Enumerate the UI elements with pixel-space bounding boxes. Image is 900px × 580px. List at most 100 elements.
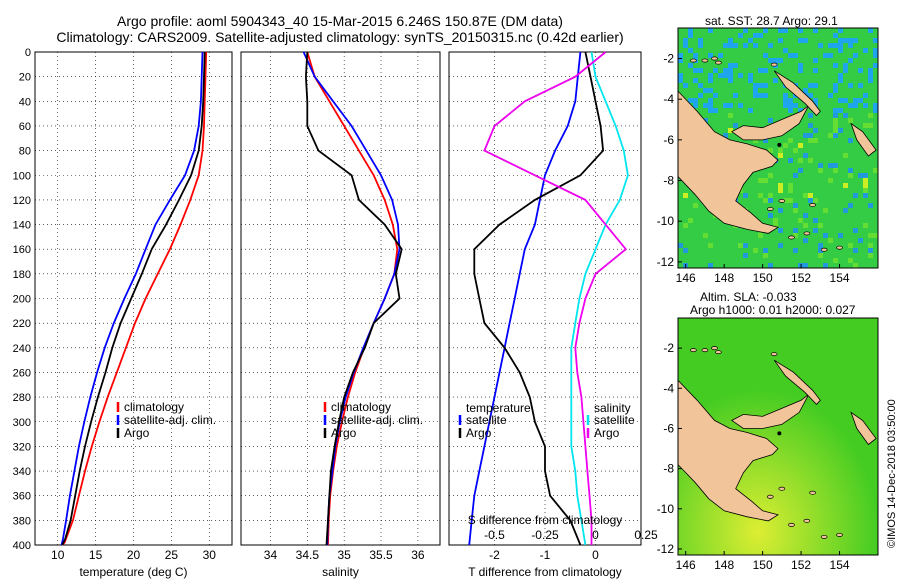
legend-label: satellite-adj. clim. xyxy=(124,413,216,427)
sst-cell xyxy=(763,93,768,98)
depth-tick-label: 360 xyxy=(13,491,31,503)
sst-map-title: sat. SST: 28.7 Argo: 29.1 xyxy=(705,14,838,28)
land-small-island xyxy=(690,58,697,63)
sst-cell xyxy=(793,208,798,213)
legend-label: Argo xyxy=(331,426,357,440)
series-line-satellite xyxy=(302,51,401,546)
sst-cell xyxy=(873,233,878,238)
sst-cell xyxy=(798,63,803,68)
sst-cell xyxy=(753,138,758,143)
sst-cell xyxy=(803,133,808,138)
sst-cell xyxy=(763,68,768,73)
land-small-island xyxy=(803,231,811,236)
sst-cell xyxy=(838,48,843,53)
sst-cell xyxy=(833,133,838,138)
sst-cell xyxy=(708,263,713,268)
sst-cell xyxy=(728,113,733,118)
map-lat-label: -10 xyxy=(657,502,675,516)
sst-cell xyxy=(793,228,798,233)
sst-cell xyxy=(848,103,853,108)
sst-cell xyxy=(703,118,708,123)
sst-cell xyxy=(768,263,773,268)
sst-cell xyxy=(788,158,793,163)
sst-cell xyxy=(858,173,863,178)
x-tick-label: 10 xyxy=(51,548,65,562)
sst-cell xyxy=(838,43,843,48)
sst-cell xyxy=(838,128,843,133)
sst-cell xyxy=(738,103,743,108)
sst-cell xyxy=(848,118,853,123)
figure-title-line-2: Climatology: CARS2009. Satellite-adjuste… xyxy=(56,29,624,45)
depth-tick-label: 320 xyxy=(13,441,31,453)
map-lon-label: 150 xyxy=(753,271,773,285)
land-new-guinea xyxy=(678,379,779,522)
depth-tick-label: 280 xyxy=(13,392,31,404)
sst-cell xyxy=(778,188,783,193)
sst-cell xyxy=(858,98,863,103)
sst-cell xyxy=(693,203,698,208)
imos-credit: ©IMOS 14-Dec-2018 03:50:00 xyxy=(886,399,898,548)
sst-cell xyxy=(848,38,853,43)
sst-cell xyxy=(848,83,853,88)
map-lat-label: -8 xyxy=(663,174,674,188)
sst-cell xyxy=(838,38,843,43)
sst-cell xyxy=(803,38,808,43)
sst-cell xyxy=(813,228,818,233)
sst-cell xyxy=(758,178,763,183)
x-tick-label: 30 xyxy=(203,548,217,562)
sst-cell xyxy=(728,38,733,43)
depth-tick-label: 260 xyxy=(13,367,31,379)
sst-cell xyxy=(848,138,853,143)
map-lat-label: -4 xyxy=(663,92,674,106)
map-lon-label: 154 xyxy=(830,558,850,572)
x-tick-label: 25 xyxy=(165,548,179,562)
sst-cell xyxy=(798,263,803,268)
sst-cell xyxy=(838,233,843,238)
sst-cell xyxy=(843,63,848,68)
sst-cell xyxy=(853,228,858,233)
sst-cell xyxy=(743,43,748,48)
map-lat-label: -4 xyxy=(663,381,674,395)
sst-cell xyxy=(753,88,758,93)
land-new-ireland xyxy=(773,359,821,405)
sst-cell xyxy=(853,98,858,103)
map-lon-label: 154 xyxy=(830,271,850,285)
map-lat-label: -2 xyxy=(663,52,674,66)
depth-tick-label: 380 xyxy=(13,515,31,527)
sst-cell xyxy=(728,128,733,133)
sst-cell xyxy=(678,58,683,63)
sst-cell xyxy=(788,103,793,108)
sst-cell xyxy=(793,248,798,253)
sst-cell xyxy=(848,203,853,208)
legend-label: Argo xyxy=(594,426,620,440)
sst-cell xyxy=(768,43,773,48)
map-lat-label: -10 xyxy=(657,214,675,228)
sst-cell xyxy=(678,243,683,248)
sst-cell xyxy=(808,138,813,143)
legend-title-salinity: salinity xyxy=(594,401,631,415)
sst-cell xyxy=(868,243,873,248)
sst-cell xyxy=(823,53,828,58)
sst-cell xyxy=(708,88,713,93)
land-new-guinea xyxy=(678,90,779,234)
sst-cell xyxy=(763,248,768,253)
sst-cell xyxy=(768,148,773,153)
sst-cell xyxy=(738,73,743,78)
sla-map-title-2: Argo h1000: 0.01 h2000: 0.027 xyxy=(690,303,856,317)
sst-cell xyxy=(863,173,868,178)
depth-tick-label: 60 xyxy=(19,121,31,133)
sst-cell xyxy=(728,78,733,83)
x-tick-label: 0 xyxy=(592,548,599,562)
sst-cell xyxy=(688,28,693,33)
sst-cell xyxy=(713,108,718,113)
sst-cell xyxy=(748,73,753,78)
sst-cell xyxy=(818,43,823,48)
sst-cell xyxy=(843,183,848,188)
land-small-island xyxy=(778,486,786,491)
sst-cell xyxy=(703,88,708,93)
land-small-island xyxy=(701,58,709,63)
sst-cell xyxy=(768,118,773,123)
depth-tick-label: 0 xyxy=(25,47,31,59)
sst-cell xyxy=(863,183,868,188)
sst-cell xyxy=(723,133,728,138)
